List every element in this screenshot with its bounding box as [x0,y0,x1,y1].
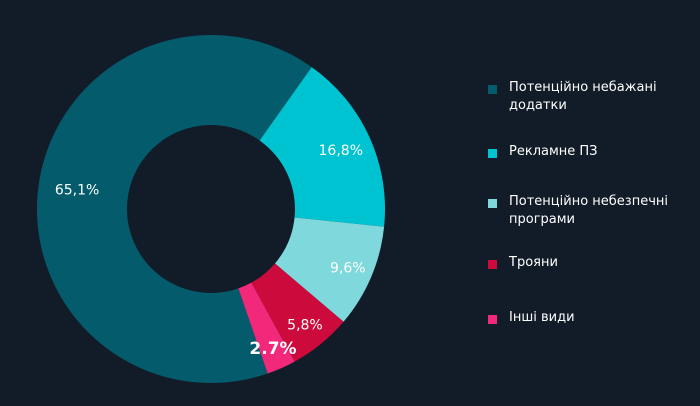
slice-value-label-1: 65,1% [55,183,99,199]
legend-swatch-5 [488,315,497,324]
legend-label-1: Потенційно небажані додатки [509,80,657,113]
legend-label-4: Трояни [509,255,558,270]
slice-value-label-4: 5,8% [287,317,323,333]
donut-slice-1 [36,34,312,383]
legend-swatch-2 [488,149,497,158]
slice-value-label-3: 9,6% [330,260,366,276]
legend-swatch-1 [488,85,497,94]
legend-swatch-4 [488,260,497,269]
legend-swatch-3 [488,199,497,208]
donut-slice-2 [259,67,385,227]
donut-slice-4 [251,263,344,362]
slice-value-label-5: 2.7% [249,339,296,359]
legend-label-5: Інші види [509,310,575,325]
donut-slice-3 [274,217,385,322]
slice-value-label-2: 16,8% [319,143,363,159]
legend-label-3: Потенційно небезпечні програми [509,194,669,227]
donut-chart: 65,1% 16,8% 9,6% 5,8% 2.7% [36,34,385,383]
legend-label-2: Рекламне ПЗ [509,144,598,159]
donut-slice-5 [238,282,295,374]
